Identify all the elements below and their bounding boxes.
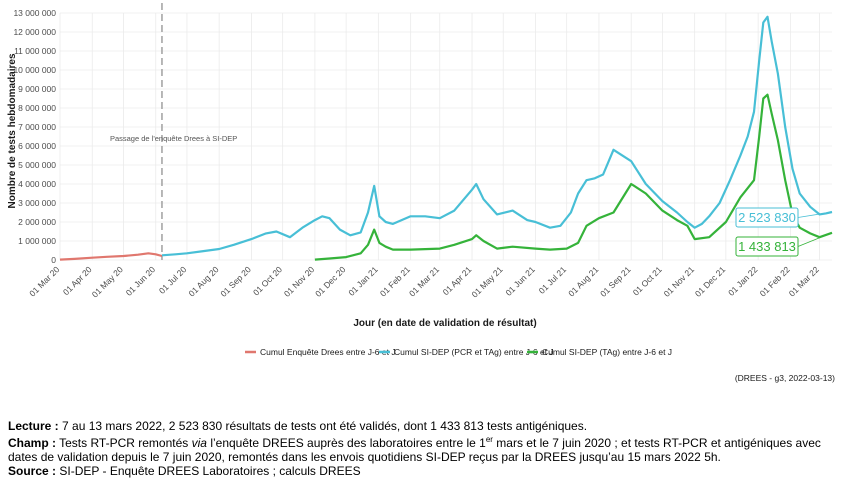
chart-notes: Lecture : 7 au 13 mars 2022, 2 523 830 r… (8, 419, 833, 478)
series-lines (59, 15, 833, 261)
y-tick-label: 3 000 000 (18, 198, 56, 208)
x-tick-label: 01 Dec 20 (313, 264, 348, 299)
x-tick-label: 01 Aug 21 (566, 264, 600, 298)
x-tick-label: 01 Jun 21 (503, 264, 537, 298)
y-tick-label: 4 000 000 (18, 179, 56, 189)
end-label-leader (797, 211, 833, 218)
y-tick-label: 2 000 000 (18, 217, 56, 227)
x-tick-label: 01 Mar 20 (27, 264, 61, 298)
end-label-box (735, 236, 799, 257)
x-tick-label: 01 Mar 21 (407, 264, 441, 298)
end-label-text: 2 523 830 (738, 210, 796, 225)
lecture-note: Lecture : 7 au 13 mars 2022, 2 523 830 r… (8, 419, 833, 433)
end-label-leader (797, 232, 833, 247)
weekly-tests-chart: Passage de l'enquête Drees à SI-DEP 0 1 0… (7, 3, 833, 357)
x-tick-label: 01 Aug 20 (186, 264, 220, 298)
y-tick-label: 7 000 000 (18, 122, 56, 132)
x-tick-label: 01 Oct 21 (631, 264, 664, 297)
y-tick-label: 11 000 000 (14, 46, 56, 56)
x-tick-label: 01 Feb 22 (758, 264, 792, 298)
champ-sup: er (485, 435, 493, 444)
x-tick-label: 01 Jan 21 (346, 264, 380, 298)
legend: Cumul Enquête Drees entre J-6 et JCumul … (245, 347, 672, 357)
series-line-3 (314, 93, 833, 261)
champ-text-2: l’enquête DREES auprès des laboratoires … (210, 436, 486, 450)
x-tick-label: 01 May 21 (469, 264, 504, 299)
y-tick-label: 13 000 000 (13, 8, 56, 18)
legend-label-1: Cumul Enquête Drees entre J-6 et J (260, 347, 396, 357)
end-label-box (735, 207, 799, 228)
x-tick-label: 01 Nov 20 (282, 264, 317, 299)
x-tick-label: 01 Sep 21 (598, 264, 633, 299)
champ-label: Champ : (8, 436, 56, 450)
x-tick-label: 01 Jan 22 (726, 264, 760, 298)
x-tick-label: 01 Oct 20 (251, 264, 284, 297)
x-tick-label: 01 Jul 20 (157, 264, 189, 296)
x-tick-label: 01 Mar 22 (787, 264, 821, 298)
champ-note: Champ : Tests RT-PCR remontés via l’enqu… (8, 433, 833, 464)
y-tick-label: 5 000 000 (18, 160, 56, 170)
y-tick-label: 10 000 000 (13, 65, 56, 75)
annotation-group: Passage de l'enquête Drees à SI-DEP (110, 3, 237, 260)
legend-label-2: Cumul SI-DEP (PCR et TAg) entre J-6 et J (394, 347, 554, 357)
end-label-text: 1 433 813 (738, 239, 796, 254)
lecture-label: Lecture : (8, 419, 59, 433)
champ-via: via (191, 436, 207, 450)
chart-credit: (DREES - g3, 2022-03-13) (734, 373, 835, 383)
source-text: SI-DEP - Enquête DREES Laboratoires ; ca… (59, 464, 361, 478)
y-tick-label: 6 000 000 (18, 141, 56, 151)
y-axis-title: Nombre de tests hebdomadaires (7, 53, 18, 208)
source-note: Source : SI-DEP - Enquête DREES Laborato… (8, 464, 833, 478)
x-tick-label: 01 Sep 20 (218, 264, 253, 299)
x-axis-title: Jour (en date de validation de résultat) (353, 318, 536, 329)
x-tick-label: 01 Jul 21 (537, 264, 569, 296)
y-tick-label: 0 (51, 255, 56, 265)
y-tick-label: 1 000 000 (18, 236, 56, 246)
y-tick-labels: 0 1 000 000 2 000 000 3 000 000 4 000 000 5 0… (13, 8, 56, 265)
annotation-text: Passage de l'enquête Drees à SI-DEP (110, 134, 237, 143)
series-line-1 (59, 252, 163, 261)
x-tick-label: 01 Nov 21 (662, 264, 697, 299)
champ-text-1: Tests RT-PCR remontés (59, 436, 189, 450)
series-line-2 (161, 15, 833, 257)
legend-label-3: Cumul SI-DEP (TAg) entre J-6 et J (542, 347, 672, 357)
lecture-text: 7 au 13 mars 2022, 2 523 830 résultats d… (62, 419, 588, 433)
y-tick-label: 8 000 000 (18, 103, 56, 113)
x-tick-label: 01 Feb 21 (378, 264, 412, 298)
x-tick-label: 01 Dec 21 (693, 264, 728, 299)
y-tick-label: 9 000 000 (18, 84, 56, 94)
source-label: Source : (8, 464, 57, 478)
x-tick-label: 01 Jun 20 (124, 264, 158, 298)
y-tick-label: 12 000 000 (13, 27, 56, 37)
x-tick-label: 01 May 20 (90, 264, 125, 299)
champ-text-3: mars et le 7 juin 2020 ; et tests RT-PCR… (8, 436, 821, 464)
end-value-labels: 2 523 830 1 433 813 (735, 207, 833, 257)
